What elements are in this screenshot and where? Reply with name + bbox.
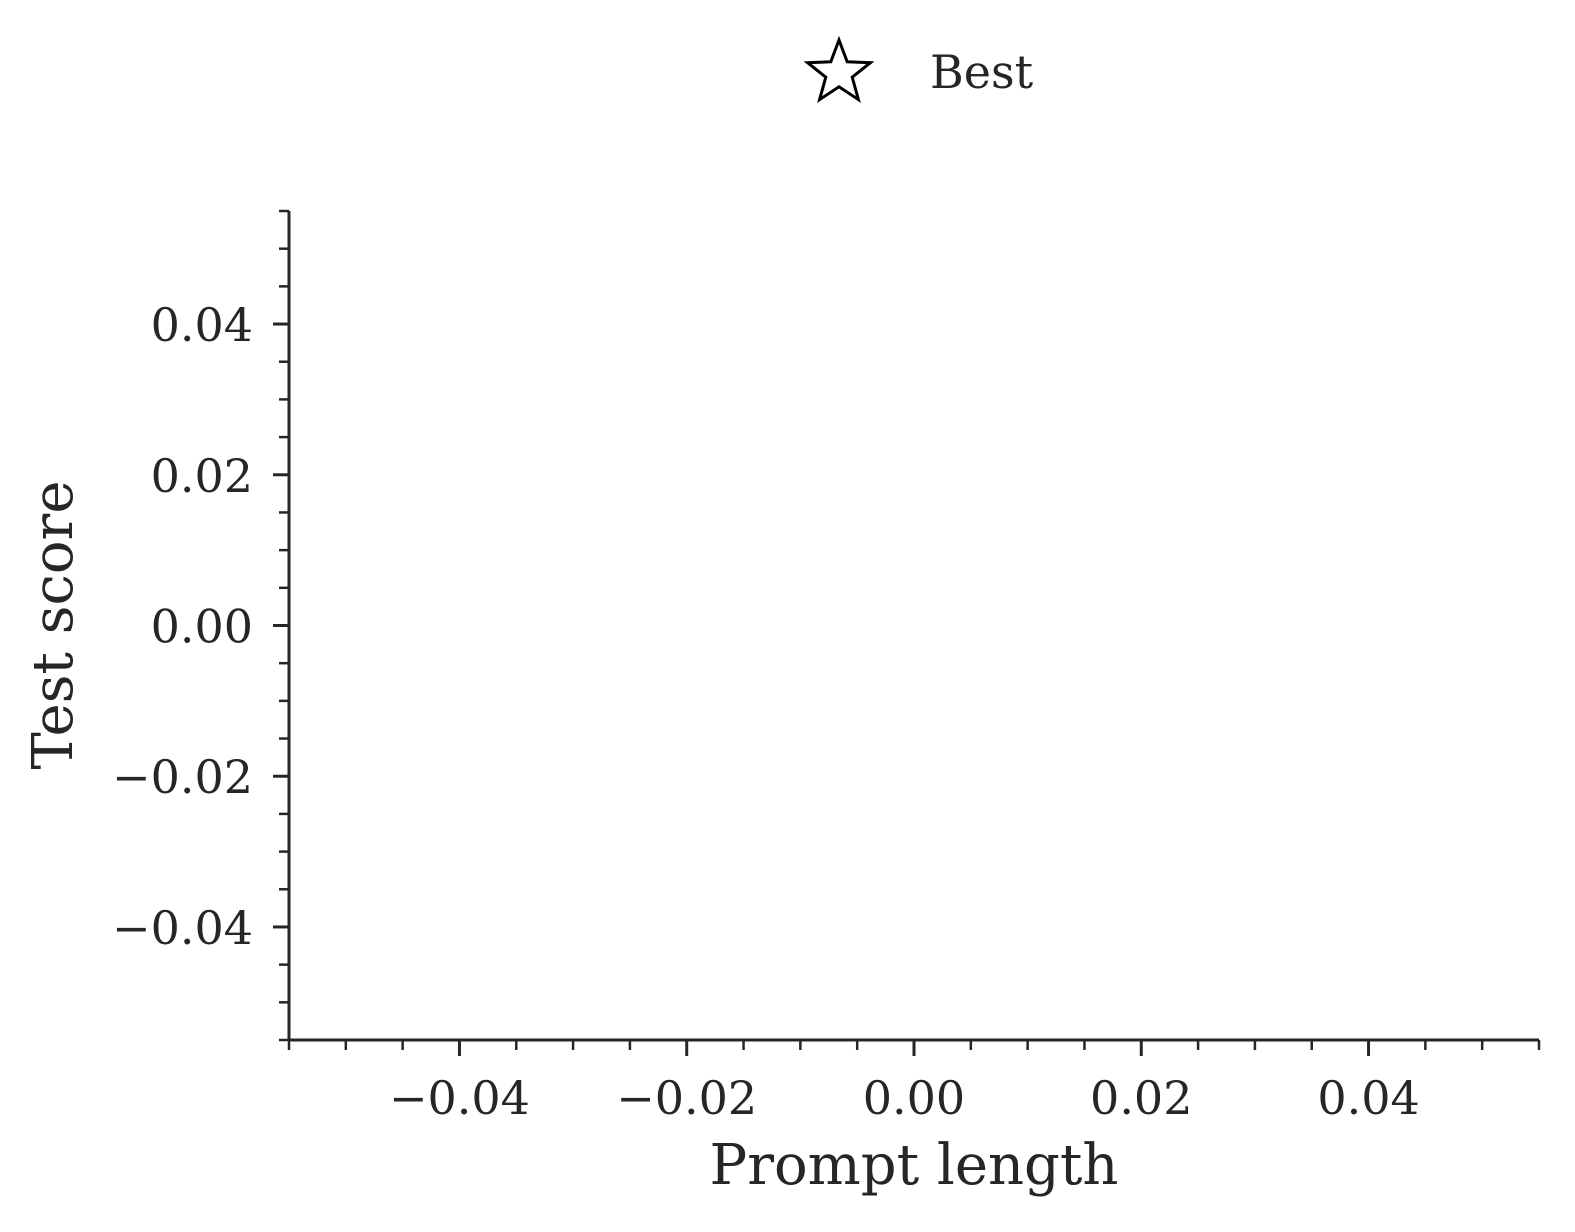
y-tick-label: −0.02 — [112, 750, 253, 804]
x-ticks: −0.04 −0.02 0.00 0.02 0.04 — [287, 1040, 1541, 1125]
y-axis-label: Test score — [21, 481, 86, 770]
plot-area: 0.040.020.00−0.02−0.04 −0.04 −0.02 0.00 0.0… — [112, 209, 1541, 1125]
legend-label: Best — [930, 45, 1034, 99]
y-tick-label: 0.04 — [151, 298, 253, 352]
legend: Best — [803, 35, 1034, 104]
x-axis-label: Prompt length — [710, 1133, 1119, 1198]
x-tick-label: −0.04 — [389, 1071, 530, 1125]
x-tick-label: 0.00 — [863, 1071, 965, 1125]
x-tick-label: −0.02 — [616, 1071, 757, 1125]
x-tick-label: 0.04 — [1317, 1071, 1419, 1125]
y-tick-label: −0.04 — [112, 901, 253, 955]
y-tick-label: 0.02 — [151, 449, 253, 503]
y-ticks: 0.04 0.02 0.00 −0.02 −0.04 — [112, 209, 289, 1042]
star-icon — [803, 35, 875, 104]
x-tick-label: 0.02 — [1090, 1071, 1192, 1125]
y-tick-label: 0.00 — [151, 600, 253, 654]
